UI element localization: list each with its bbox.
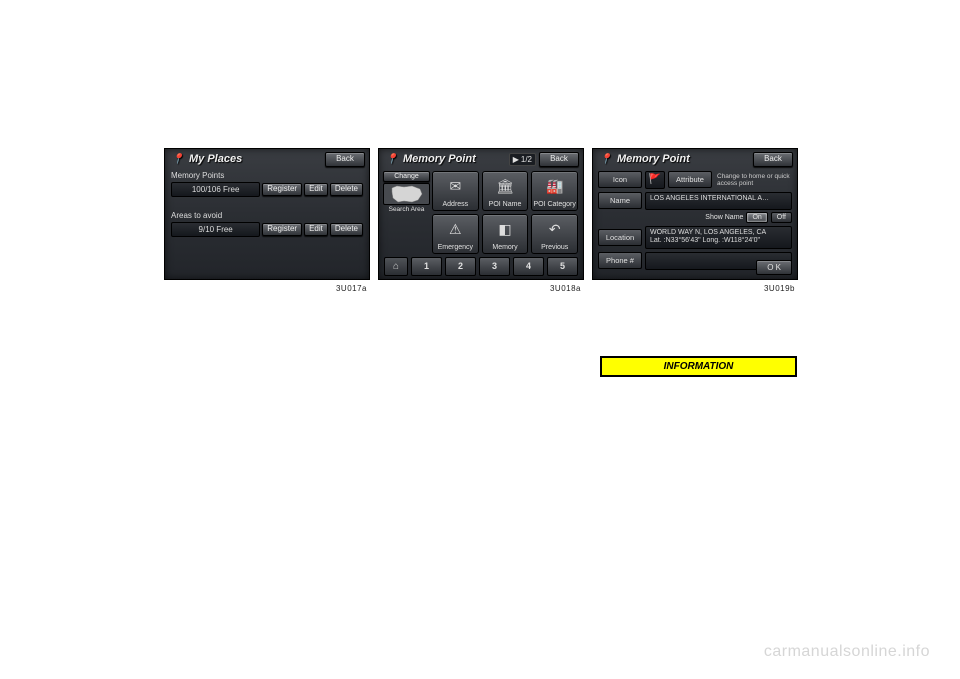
memory-points-counter: 100/106 Free [171,182,260,197]
screen-code: 3U019b [764,284,795,293]
tile-label: POI Name [489,201,522,208]
previous-button[interactable]: ↶ Previous [531,214,578,254]
back-button[interactable]: Back [753,152,793,167]
back-button[interactable]: Back [539,152,579,167]
ok-button[interactable]: O K [756,260,792,275]
icon-button[interactable]: Icon [598,171,642,188]
areas-to-avoid-row: 9/10 Free Register Edit Delete [171,222,363,237]
tile-label: Emergency [438,244,473,251]
address-button[interactable]: ✉ Address [432,171,479,211]
memory-icon: ◧ [498,215,511,244]
poi-name-button[interactable]: 🏛 POI Name [482,171,529,211]
search-area-selector[interactable]: Change Search Area [384,171,429,207]
screen-title: 📍 My Places [171,152,242,166]
show-name-row: Show Name On Off [645,212,792,223]
attribute-hint: Change to home or quick access point [715,173,792,187]
show-name-on[interactable]: On [746,212,767,223]
icon-preview: 🚩 [645,171,665,189]
change-button[interactable]: Change [383,171,430,183]
factory-icon: 🏭 [546,172,563,201]
title-text: Memory Point [403,153,476,165]
memory-points-row: 100/106 Free Register Edit Delete [171,182,363,197]
search-row-2: ⚠ Emergency ◧ Memory ↶ Previous [384,214,578,254]
quick-access-2[interactable]: 2 [445,257,476,276]
tile-label: Previous [541,244,568,251]
next-page-arrow-icon: ▶ [513,155,519,164]
screen-title: 📍 Memory Point [599,152,690,166]
location-button[interactable]: Location [598,229,642,246]
edit-button[interactable]: Edit [304,183,328,196]
quick-access-row: ⌂ 1 2 3 4 5 [384,257,578,276]
pin-icon: 📍 [385,152,399,166]
title-right: ▶ 1/2 Back [509,152,579,167]
quick-access-3[interactable]: 3 [479,257,510,276]
search-row-1: Change Search Area ✉ Address 🏛 POI Name … [384,171,578,211]
delete-button[interactable]: Delete [330,223,363,236]
title-bar: 📍 Memory Point Back [593,149,797,169]
usa-map-icon [383,183,430,205]
attribute-button[interactable]: Attribute [668,171,712,188]
search-body: Change Search Area ✉ Address 🏛 POI Name … [379,169,583,278]
show-name-off[interactable]: Off [771,212,792,223]
edit-button[interactable]: Edit [304,223,328,236]
areas-to-avoid-section: Areas to avoid 9/10 Free Register Edit D… [165,209,369,239]
emergency-button[interactable]: ⚠ Emergency [432,214,479,254]
previous-icon: ↶ [549,215,561,244]
location-row: Location WORLD WAY N, LOS ANGELES, CA La… [598,226,792,249]
name-button[interactable]: Name [598,192,642,209]
quick-access-4[interactable]: 4 [513,257,544,276]
quick-access-5[interactable]: 5 [547,257,578,276]
register-button[interactable]: Register [262,223,302,236]
warning-icon: ⚠ [449,215,462,244]
pin-icon: 📍 [171,152,185,166]
location-field: WORLD WAY N, LOS ANGELES, CA Lat. :N33°5… [645,226,792,249]
home-icon[interactable]: ⌂ [384,257,408,276]
information-heading: INFORMATION [600,356,797,377]
title-text: Memory Point [617,153,690,165]
memory-point-search-screen: 📍 Memory Point ▶ 1/2 Back Change Search … [378,148,584,280]
page-indicator[interactable]: ▶ 1/2 [509,153,536,166]
poi-category-button[interactable]: 🏭 POI Category [531,171,578,211]
memory-points-section: Memory Points 100/106 Free Register Edit… [165,169,369,199]
tile-label: Memory [492,244,517,251]
title-text: My Places [189,153,242,165]
register-button[interactable]: Register [262,183,302,196]
screen-title: 📍 Memory Point [385,152,476,166]
screen-code: 3U017a [336,284,367,293]
quick-access-1[interactable]: 1 [411,257,442,276]
page-text: 1/2 [521,155,532,164]
watermark: carmanualsonline.info [764,643,930,661]
name-field: LOS ANGELES INTERNATIONAL A… [645,192,792,210]
back-button[interactable]: Back [325,152,365,167]
section-label: Memory Points [171,171,363,180]
memory-point-edit-screen: 📍 Memory Point Back Icon 🚩 Attribute Cha… [592,148,798,280]
memory-button[interactable]: ◧ Memory [482,214,529,254]
screen-code: 3U018a [550,284,581,293]
pin-icon: 📍 [599,152,613,166]
building-icon: 🏛 [496,172,514,201]
spacer [384,214,429,254]
section-label: Areas to avoid [171,211,363,220]
tile-label: POI Category [533,201,575,208]
search-area-label: Search Area [389,206,425,213]
areas-counter: 9/10 Free [171,222,260,237]
name-field-wrap: LOS ANGELES INTERNATIONAL A… Show Name O… [645,192,792,223]
envelope-icon: ✉ [449,172,461,201]
phone-button[interactable]: Phone # [598,252,642,269]
screens-row: 📍 My Places Back Memory Points 100/106 F… [164,148,798,280]
edit-body: Icon 🚩 Attribute Change to home or quick… [593,169,797,275]
title-bar: 📍 Memory Point ▶ 1/2 Back [379,149,583,169]
show-name-label: Show Name [705,214,743,221]
name-row: Name LOS ANGELES INTERNATIONAL A… Show N… [598,192,792,223]
delete-button[interactable]: Delete [330,183,363,196]
tile-label: Address [442,201,468,208]
icon-attribute-row: Icon 🚩 Attribute Change to home or quick… [598,171,792,189]
my-places-screen: 📍 My Places Back Memory Points 100/106 F… [164,148,370,280]
title-bar: 📍 My Places Back [165,149,369,169]
